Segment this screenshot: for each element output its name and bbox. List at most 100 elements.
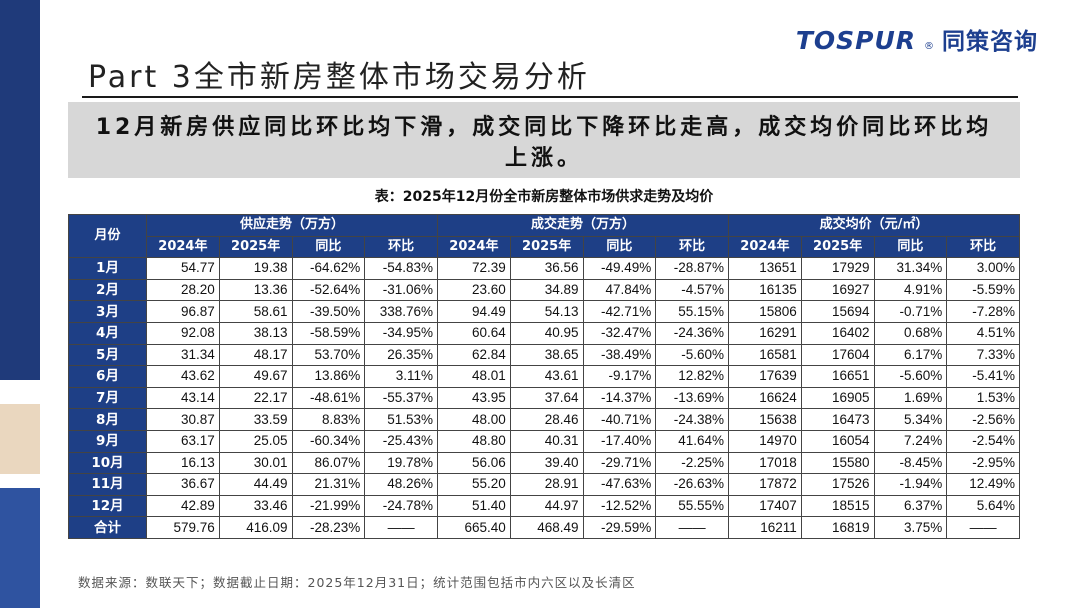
table-cell: 55.20 xyxy=(437,473,511,496)
table-cell: 31.34% xyxy=(873,257,948,280)
table-cell: -38.49% xyxy=(582,343,657,367)
table-cell: 54.77 xyxy=(146,257,220,280)
table-cell: -5.60% xyxy=(873,365,948,388)
table-cell: 16819 xyxy=(800,516,875,539)
table-cell: -0.71% xyxy=(873,300,948,323)
row-label: 1月 xyxy=(68,257,147,280)
table-cell: 23.60 xyxy=(437,278,511,302)
table-cell: -25.43% xyxy=(364,429,438,453)
table-cell: 28.20 xyxy=(146,278,220,302)
table-cell: -26.63% xyxy=(655,473,729,496)
table-cell: 5.64% xyxy=(946,494,1020,518)
table-cell: 16473 xyxy=(800,408,875,431)
table-cell: 33.59 xyxy=(218,408,293,431)
table-cell: —— xyxy=(364,516,438,539)
table-cell: 40.95 xyxy=(509,321,584,345)
table-cell: 43.62 xyxy=(146,365,220,388)
table-cell: 30.01 xyxy=(218,451,293,475)
source-note: 数据来源：数联天下；数据截止日期：2025年12月31日；统计范围包括市内六区以… xyxy=(78,575,636,590)
table-cell: 16624 xyxy=(728,386,802,410)
subheader-supply-mom: 环比 xyxy=(364,235,438,259)
table-cell: 13.86% xyxy=(291,365,366,388)
table-cell: 62.84 xyxy=(437,343,511,367)
table-cell: 56.06 xyxy=(437,451,511,475)
table-cell: 92.08 xyxy=(146,321,220,345)
table-cell: 42.89 xyxy=(146,494,220,518)
row-label: 7月 xyxy=(68,386,147,410)
table-cell: 16581 xyxy=(728,343,802,367)
table-cell: 37.64 xyxy=(509,386,584,410)
table-cell: 58.61 xyxy=(218,300,293,323)
table-cell: 6.17% xyxy=(873,343,948,367)
table-cell: -48.61% xyxy=(291,386,366,410)
row-label: 10月 xyxy=(68,451,147,475)
table-cell: -8.45% xyxy=(873,451,948,475)
table-cell: 3.00% xyxy=(946,257,1020,280)
table-cell: 36.67 xyxy=(146,473,220,496)
table-cell: -1.94% xyxy=(873,473,948,496)
table-cell: 5.34% xyxy=(873,408,948,431)
table-cell: 49.67 xyxy=(218,365,293,388)
row-label: 2月 xyxy=(68,278,147,302)
row-label: 3月 xyxy=(68,300,147,323)
row-label: 6月 xyxy=(68,365,147,388)
table-cell: 33.46 xyxy=(218,494,293,518)
table-cell: 14970 xyxy=(728,429,802,453)
table-cell: -5.41% xyxy=(946,365,1020,388)
table-cell: 338.76% xyxy=(364,300,438,323)
table-cell: 22.17 xyxy=(218,386,293,410)
table-cell: 38.65 xyxy=(509,343,584,367)
table-cell: 48.26% xyxy=(364,473,438,496)
table-row: 9月 63.17 25.05 -60.34% -25.43% 48.80 40.31 -17.… xyxy=(68,429,1020,453)
month-column-header: 月份 xyxy=(68,213,147,259)
table-cell: -2.95% xyxy=(946,451,1020,475)
table-row: 合计 579.76 416.09 -28.23% —— 665.40 468.49 -29.5… xyxy=(68,516,1020,539)
table-cell: 17604 xyxy=(800,343,875,367)
table-cell: 94.49 xyxy=(437,300,511,323)
table-cell: 16211 xyxy=(728,516,802,539)
table-cell: -17.40% xyxy=(582,429,657,453)
table-caption: 表：2025年12月份全市新房整体市场供求走势及均价 xyxy=(374,189,714,205)
table-cell: -12.52% xyxy=(582,494,657,518)
table-cell: 36.56 xyxy=(509,257,584,280)
subheader-price-2025: 2025年 xyxy=(800,235,875,259)
table-row: 7月 43.14 22.17 -48.61% -55.37% 43.95 37.64 -14.… xyxy=(68,386,1020,410)
table-cell: 12.82% xyxy=(655,365,729,388)
subheader-supply-2024: 2024年 xyxy=(146,235,220,259)
subheader-deal-yoy: 同比 xyxy=(582,235,657,259)
table-cell: 86.07% xyxy=(291,451,366,475)
table-cell: -7.28% xyxy=(946,300,1020,323)
table-cell: 3.11% xyxy=(364,365,438,388)
table-cell: 43.61 xyxy=(509,365,584,388)
table-cell: 63.17 xyxy=(146,429,220,453)
table-cell: -2.54% xyxy=(946,429,1020,453)
table-cell: 51.53% xyxy=(364,408,438,431)
table-cell: 53.70% xyxy=(291,343,366,367)
logo-english: TOSPUR xyxy=(795,26,916,55)
row-label: 5月 xyxy=(68,343,147,367)
table-cell: 34.89 xyxy=(509,278,584,302)
table-cell: 17639 xyxy=(728,365,802,388)
sidebar-accent-top xyxy=(0,0,40,380)
table-cell: 16291 xyxy=(728,321,802,345)
table-cell: 28.91 xyxy=(509,473,584,496)
table-cell: 41.64% xyxy=(655,429,729,453)
table-cell: 17929 xyxy=(800,257,875,280)
table-cell: -49.49% xyxy=(582,257,657,280)
subheader-price-2024: 2024年 xyxy=(728,235,802,259)
table-cell: -2.25% xyxy=(655,451,729,475)
table-row: 4月 92.08 38.13 -58.59% -34.95% 60.64 40.95 -32.… xyxy=(68,321,1020,345)
table-cell: 47.84% xyxy=(582,278,657,302)
table-cell: 96.87 xyxy=(146,300,220,323)
table-cell: 4.91% xyxy=(873,278,948,302)
table-row: 6月 43.62 49.67 13.86% 3.11% 48.01 43.61 -9.17% 1… xyxy=(68,365,1020,388)
row-label: 8月 xyxy=(68,408,147,431)
table-cell: -14.37% xyxy=(582,386,657,410)
table-row: 10月 16.13 30.01 86.07% 19.78% 56.06 39.40 -29.7… xyxy=(68,451,1020,475)
table-row: 2月 28.20 13.36 -52.64% -31.06% 23.60 34.89 47.8… xyxy=(68,278,1020,302)
table-cell: 43.95 xyxy=(437,386,511,410)
table-cell: 13651 xyxy=(728,257,802,280)
table-cell: -13.69% xyxy=(655,386,729,410)
table-cell: -47.63% xyxy=(582,473,657,496)
subheader-price-yoy: 同比 xyxy=(873,235,948,259)
